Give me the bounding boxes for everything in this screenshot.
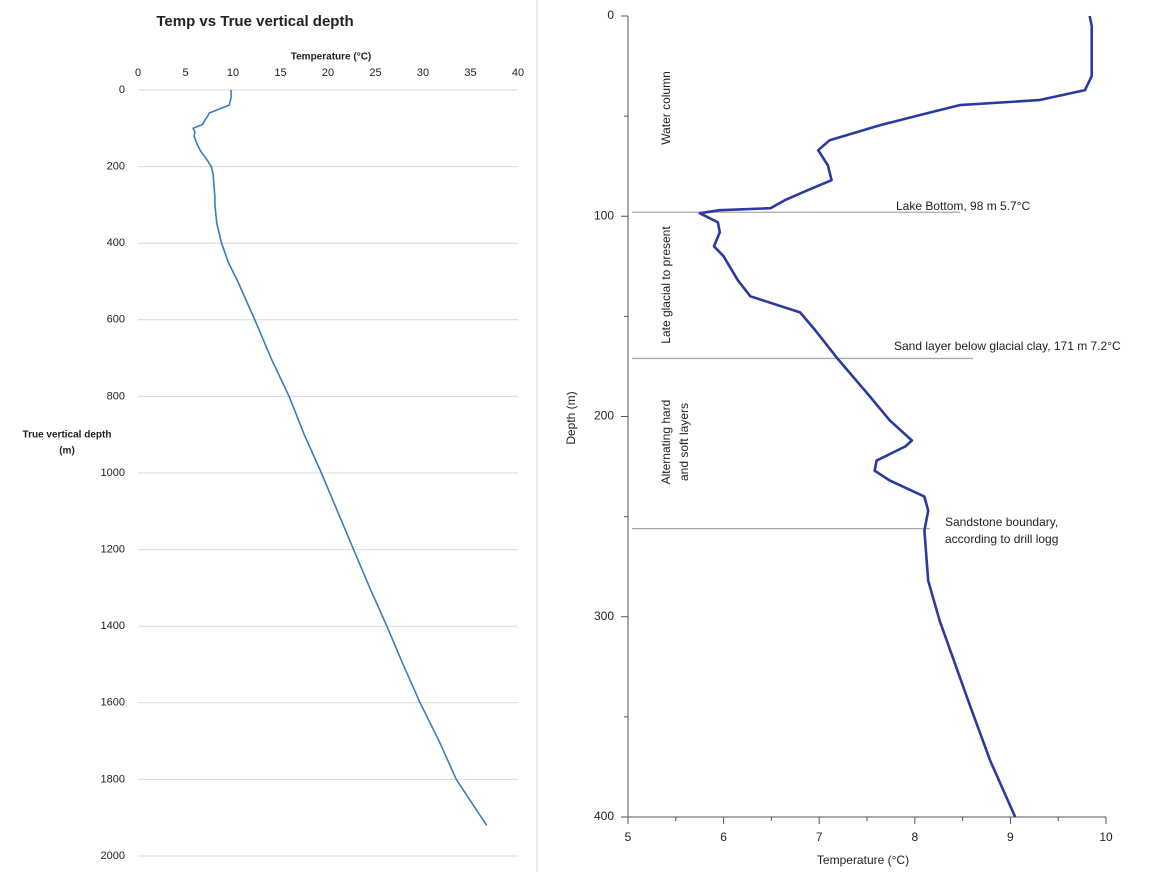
temperature-line	[698, 15, 1093, 818]
x-tick-label: 6	[720, 830, 727, 844]
zone-label: and soft layers	[677, 403, 691, 481]
zone-label: Alternating hard	[659, 400, 673, 485]
y-tick-label: 1800	[101, 773, 125, 785]
annotation-text: Sand layer below glacial clay, 171 m 7.2…	[894, 339, 1121, 353]
annotation-text: Sandstone boundary,	[945, 515, 1058, 529]
x-tick-label: 35	[464, 67, 476, 79]
y-tick-label: 400	[107, 237, 125, 249]
y-tick-label: 1200	[101, 544, 125, 556]
temperature-line	[192, 90, 488, 826]
zone-label: Late glacial to present	[659, 226, 673, 344]
y-tick-label: 800	[107, 390, 125, 402]
x-tick-label: 30	[417, 67, 429, 79]
y-tick-label: 200	[107, 161, 125, 173]
y-tick-label: 2000	[101, 850, 125, 862]
x-tick-label: 5	[625, 830, 632, 844]
x-tick-label: 5	[182, 67, 188, 79]
x-tick-label: 40	[512, 67, 524, 79]
x-axis-label: Temperature (°C)	[291, 52, 372, 63]
x-tick-label: 7	[816, 830, 823, 844]
y-axis-label: True vertical depth	[23, 430, 112, 441]
x-tick-label: 20	[322, 67, 334, 79]
y-axis-label: Depth (m)	[564, 391, 578, 444]
x-tick-label: 10	[227, 67, 239, 79]
y-tick-label: 600	[107, 314, 125, 326]
y-tick-label: 1000	[101, 467, 125, 479]
y-tick-label: 0	[607, 8, 614, 22]
y-tick-label: 1400	[101, 620, 125, 632]
y-tick-label: 300	[594, 609, 614, 623]
x-tick-label: 15	[274, 67, 286, 79]
zone-label: Water column	[659, 71, 673, 145]
annotation-text: Lake Bottom, 98 m 5.7°C	[896, 199, 1031, 213]
y-tick-label: 400	[594, 809, 614, 823]
y-tick-label: 1600	[101, 697, 125, 709]
x-tick-label: 25	[369, 67, 381, 79]
annotation-text: according to drill logg	[945, 532, 1058, 546]
x-tick-label: 8	[911, 830, 918, 844]
x-axis-label: Temperature (°C)	[817, 853, 909, 867]
x-tick-label: 0	[135, 67, 141, 79]
y-tick-label: 200	[594, 409, 614, 423]
y-tick-label: 0	[119, 84, 125, 96]
y-axis-label: (m)	[59, 446, 75, 457]
x-tick-label: 9	[1007, 830, 1014, 844]
y-tick-label: 100	[594, 208, 614, 222]
x-tick-label: 10	[1099, 830, 1113, 844]
chart-title: Temp vs True vertical depth	[156, 13, 353, 30]
